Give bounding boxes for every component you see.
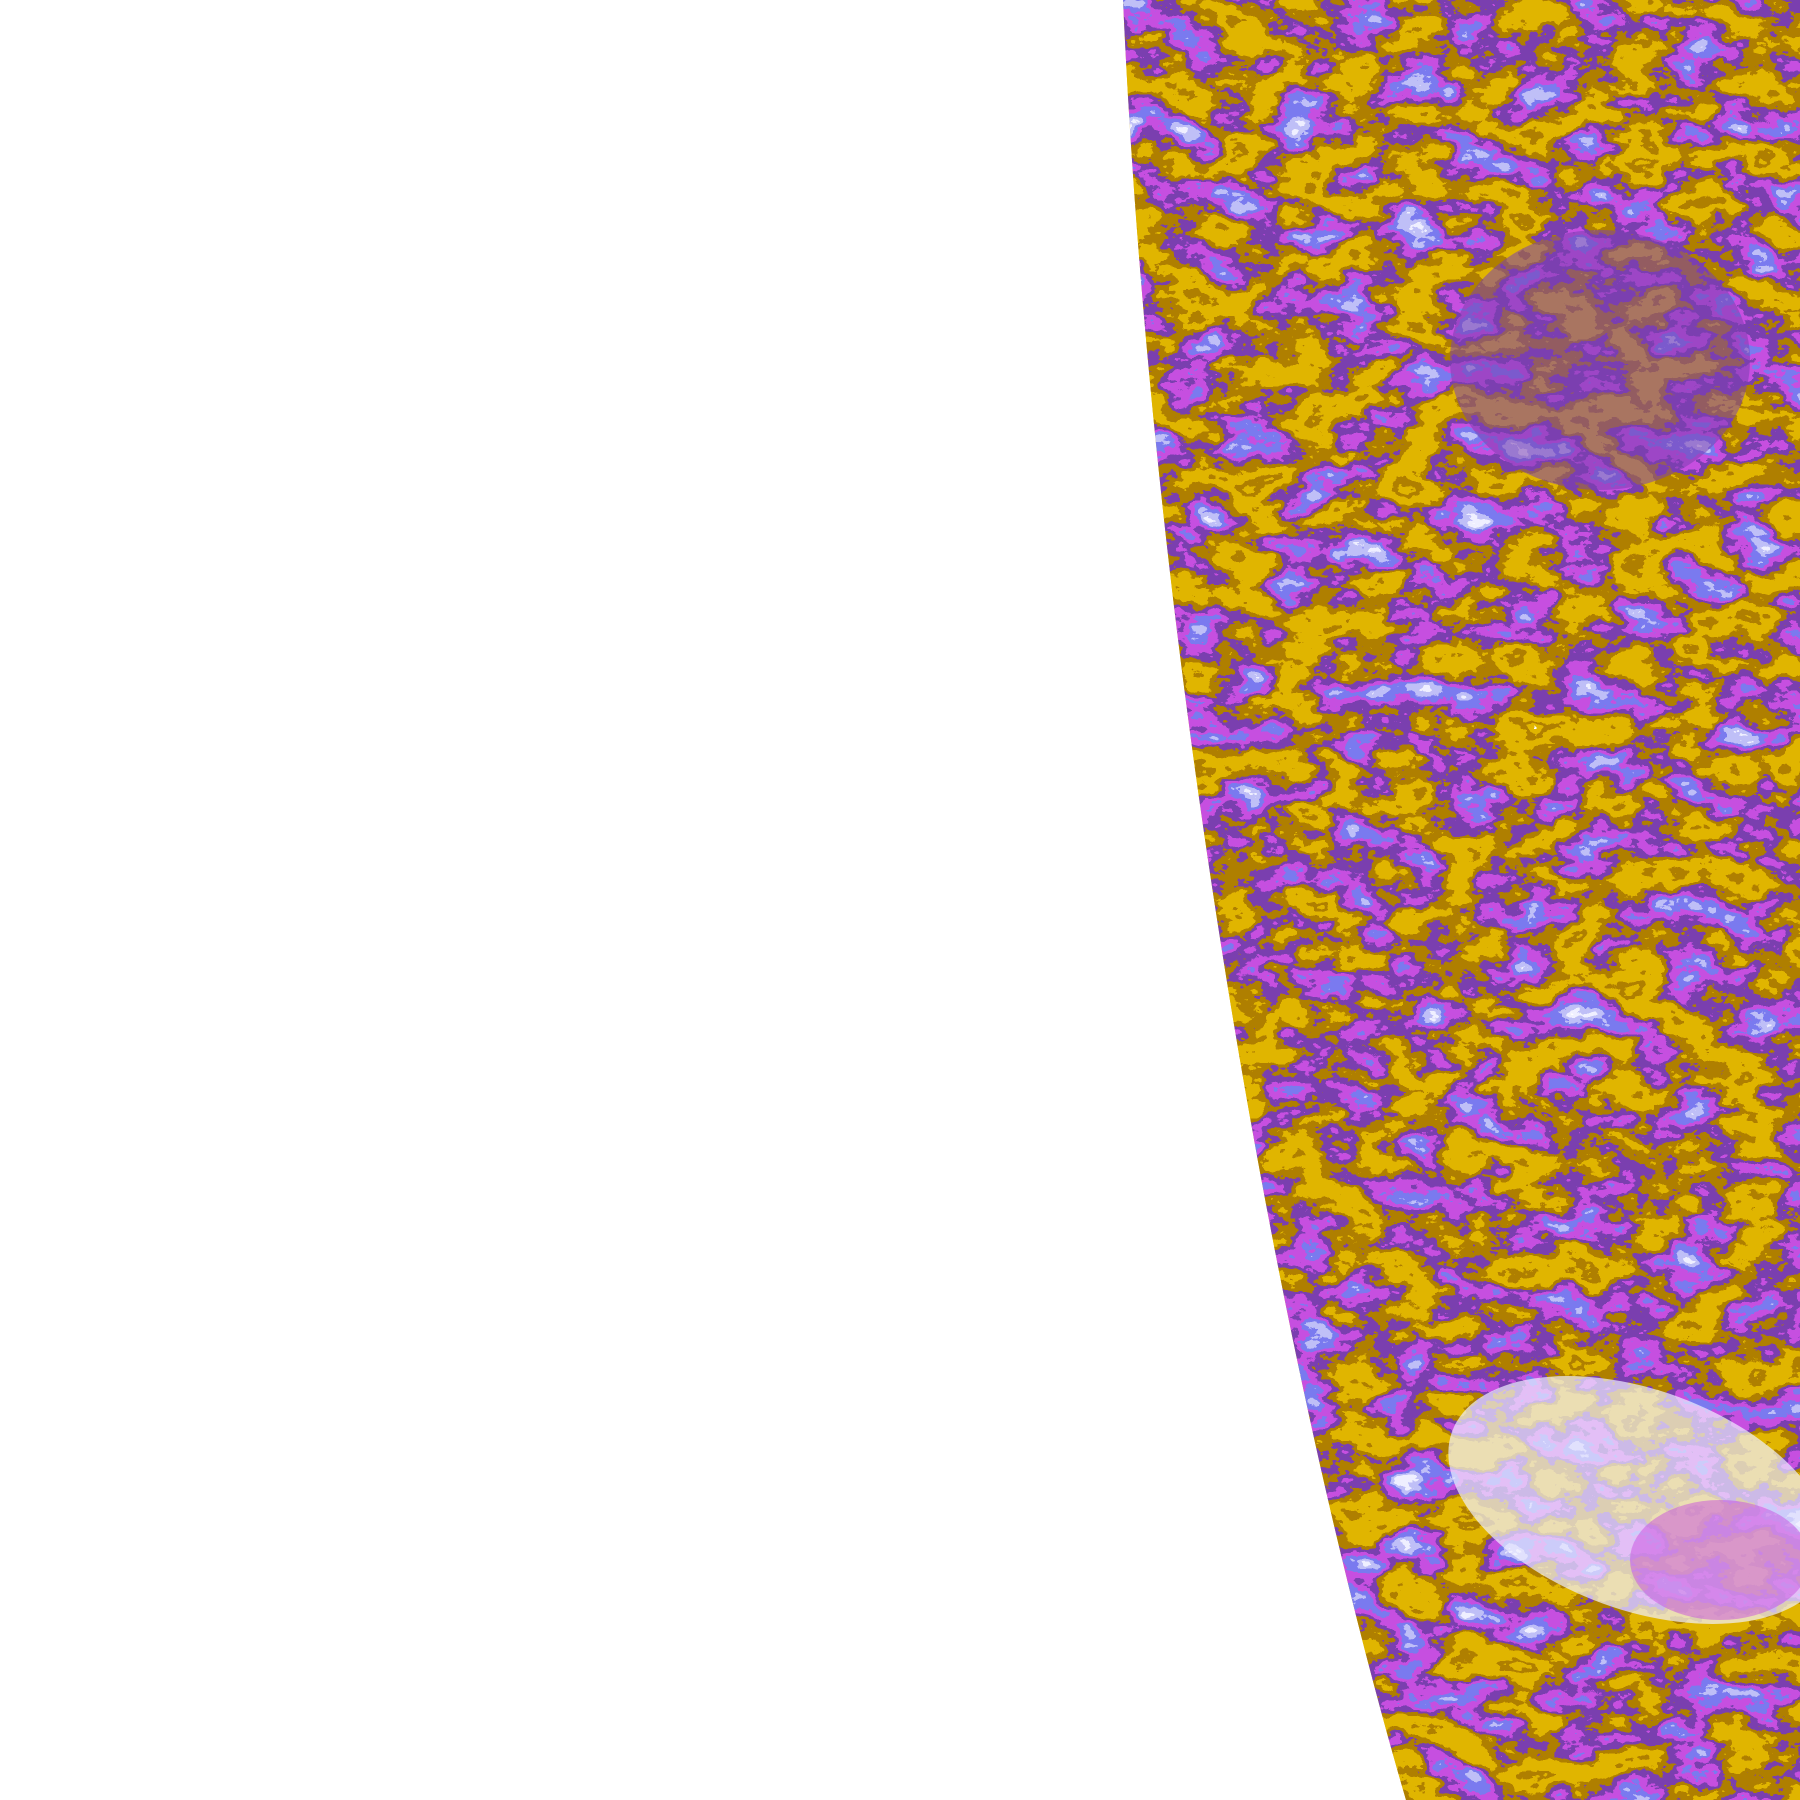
earth-disk-region	[1123, 0, 1800, 1800]
purple-cloud-region	[1450, 230, 1750, 490]
magenta-cloud-region	[1630, 1500, 1800, 1620]
